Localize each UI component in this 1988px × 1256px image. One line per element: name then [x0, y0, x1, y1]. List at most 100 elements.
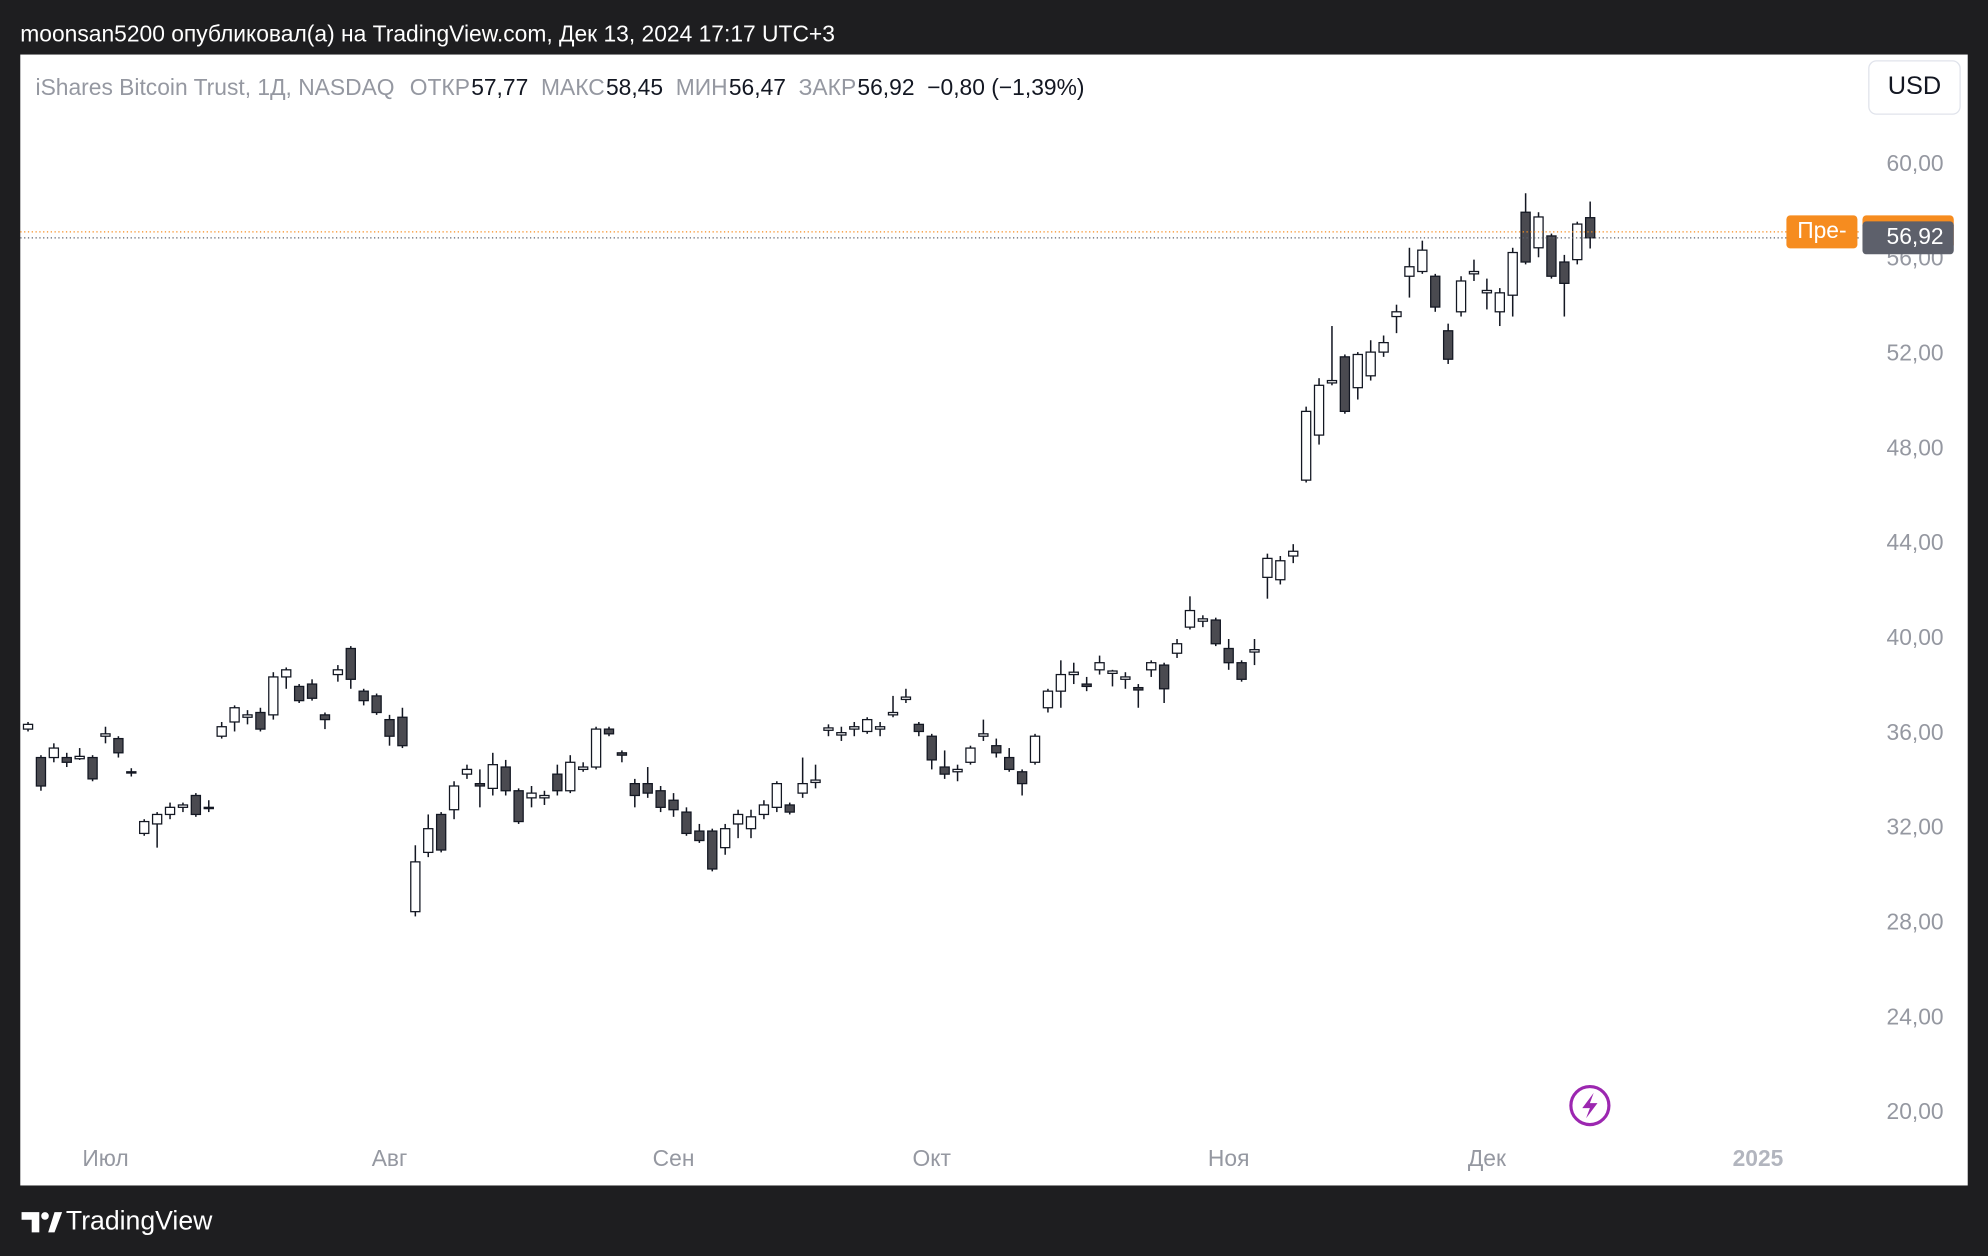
candle-body	[126, 771, 137, 774]
candle-body	[487, 764, 498, 790]
x-tick-label: Сен	[653, 1145, 695, 1171]
change: −0,80 (−1,39%)	[927, 74, 1084, 100]
legend-value: 58,45	[606, 74, 663, 100]
currency-button[interactable]	[1868, 60, 1961, 115]
currency[interactable]: USD	[1888, 72, 1942, 100]
candle-body	[1442, 330, 1454, 360]
x-tick-label: Окт	[913, 1145, 952, 1171]
candle-body	[1430, 275, 1441, 308]
premarket-name: Пре-	[1797, 217, 1846, 243]
candle-body	[345, 647, 356, 680]
candle-body	[1249, 649, 1260, 653]
candle-body	[552, 773, 563, 792]
last-price-label: 56,92	[1887, 223, 1944, 249]
candle-body	[1184, 609, 1196, 628]
candle-body	[526, 792, 537, 799]
candle-body	[461, 768, 473, 775]
candle-body	[229, 707, 240, 723]
candle-body	[1339, 356, 1351, 413]
candle-body	[500, 766, 511, 792]
legend-name: ЗАКР	[799, 74, 857, 100]
legend-value: 56,92	[857, 74, 914, 100]
candle-body	[784, 804, 795, 813]
candle-body	[1404, 266, 1415, 277]
y-tick-label: 32,00	[1887, 814, 1944, 840]
y-tick-label: 20,00	[1887, 1098, 1944, 1124]
candle-body	[1171, 643, 1183, 654]
legend-value: 57,77	[471, 74, 528, 100]
y-tick-label: 24,00	[1887, 1003, 1944, 1029]
candle-body	[332, 669, 344, 676]
candle-body	[74, 755, 85, 760]
candle-body	[384, 718, 395, 737]
last-price-badge	[1862, 221, 1954, 255]
candle-body	[590, 728, 602, 768]
x-tick-label: Дек	[1468, 1145, 1507, 1171]
candle-body	[1042, 690, 1054, 709]
y-tick-label: 28,00	[1887, 909, 1944, 935]
candle-body	[306, 683, 318, 699]
candle-body	[1300, 410, 1312, 481]
candle-body	[48, 747, 60, 759]
candle-body	[423, 828, 434, 854]
candle-body	[771, 782, 783, 808]
candle-body	[448, 785, 460, 811]
candle-body	[1016, 771, 1028, 785]
candle-body	[61, 756, 72, 763]
y-tick-label: 44,00	[1887, 529, 1944, 555]
candle-body	[1146, 662, 1157, 671]
y-tick-label: 40,00	[1887, 624, 1944, 650]
candle-body	[281, 669, 292, 678]
candle-body	[1378, 341, 1389, 353]
y-tick-label: 60,00	[1887, 150, 1944, 176]
candle-body	[474, 782, 486, 787]
candle-body	[952, 768, 963, 773]
candle-body	[991, 745, 1002, 754]
candle-body	[1288, 550, 1299, 557]
plot	[22, 193, 1596, 917]
candle-body	[1313, 384, 1325, 436]
candle-body	[1210, 619, 1221, 645]
candle-body	[1133, 686, 1144, 691]
candle-body	[1520, 211, 1531, 263]
candle-body	[887, 711, 899, 716]
candle-body	[242, 714, 253, 718]
published-line: moonsan5200 опубликовал(а) на TradingVie…	[20, 21, 835, 47]
y-tick-label: 52,00	[1887, 340, 1944, 366]
lightning-icon[interactable]	[1569, 1084, 1611, 1127]
candle-body	[1094, 662, 1105, 671]
candle-body	[1029, 735, 1041, 763]
candle-body	[539, 794, 550, 799]
candle-body	[874, 726, 886, 730]
candle-body	[913, 723, 925, 733]
candle-body	[255, 711, 266, 730]
candle-body	[1481, 289, 1493, 294]
candle-body	[177, 804, 189, 808]
candle-body	[655, 790, 666, 808]
x-tick-label: Ноя	[1208, 1145, 1250, 1171]
candle-body	[35, 756, 47, 787]
candle-body	[797, 782, 808, 794]
candle-body	[681, 811, 692, 835]
candle-body	[926, 735, 937, 761]
tv-logo	[21, 1212, 63, 1233]
legend-name: ОТКР	[410, 74, 470, 100]
candle-body	[978, 733, 989, 737]
candle-body	[113, 737, 124, 754]
candle-body	[397, 716, 408, 747]
candle-body	[87, 756, 98, 780]
symbol-title: iShares Bitcoin Trust, 1Д, NASDAQ	[35, 74, 394, 100]
candle-body	[642, 782, 653, 794]
candle-body	[1326, 379, 1338, 384]
candle-body	[293, 685, 305, 702]
candle-body	[1417, 249, 1428, 273]
candle-body	[151, 813, 163, 825]
candle-body	[823, 727, 834, 731]
candle-body	[1546, 235, 1557, 277]
candle-body	[1352, 353, 1363, 389]
candle-body	[1197, 618, 1209, 622]
brand: TradingView	[66, 1205, 213, 1235]
candle-body	[216, 726, 227, 737]
